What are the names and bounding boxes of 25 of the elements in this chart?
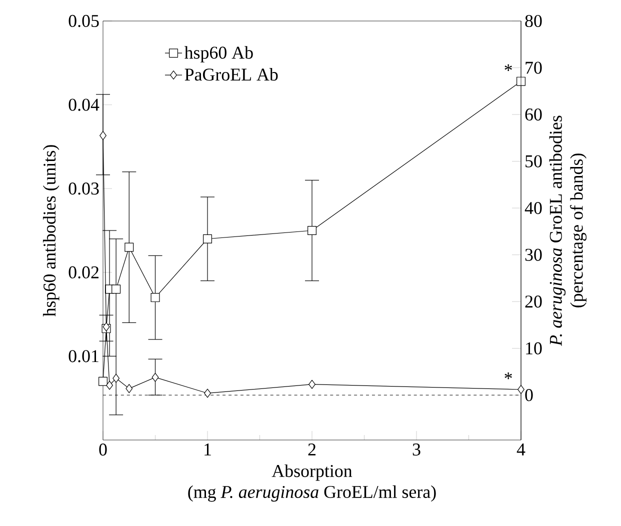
annotation: * (504, 372, 512, 380)
x-tick-label: 4 (516, 444, 526, 456)
y2-tick-label: 80 (525, 14, 542, 28)
text: Absorption (mg P. aeruginosa GroEL/ml sera) (188, 464, 436, 502)
y-axis-title: hsp60 antibodies (units) (42, 145, 60, 316)
legend-label: PaGroEL Ab (184, 68, 278, 81)
y2-tick-label: 40 (524, 202, 542, 214)
y2-tick-label: 70 (526, 62, 542, 74)
y2-tick-label: 50 (526, 155, 542, 168)
legend-label: hsp60 Ab (184, 46, 253, 62)
y2-tick-label: 10 (526, 342, 542, 354)
y2-tick-label: 20 (525, 296, 542, 308)
y-tick-label: 0.01 (68, 350, 98, 362)
y2-tick-label: 0 (525, 389, 533, 402)
x-tick-label: 1 (204, 444, 211, 456)
y2-tick-label: 30 (525, 248, 542, 261)
annotation: * (504, 64, 512, 71)
y-tick-label: 0.03 (68, 182, 99, 195)
y2-tick-label: 60 (525, 108, 542, 121)
y-tick-label: 0.05 (68, 14, 99, 28)
x-tick-label: 3 (412, 444, 420, 456)
y-tick-label: 0.04 (68, 98, 100, 111)
x-tick-label: 2 (308, 444, 316, 456)
y-tick-label: 0.02 (68, 266, 98, 278)
x-tick-label: 0 (99, 444, 107, 456)
